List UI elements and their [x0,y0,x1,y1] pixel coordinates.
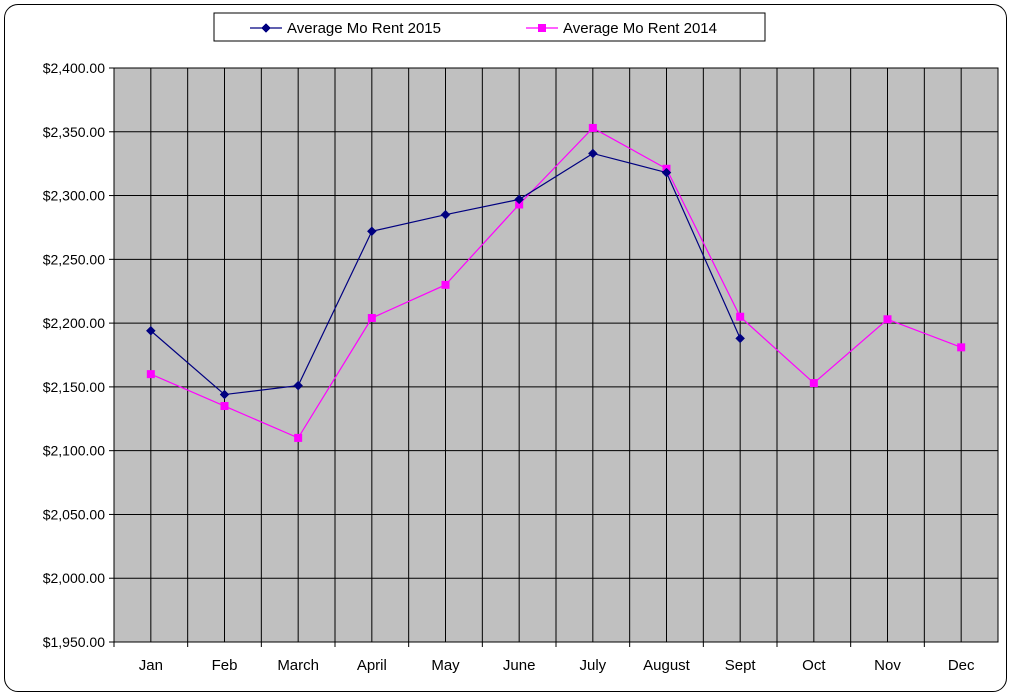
y-tick-label: $2,000.00 [43,570,105,586]
y-tick-label: $2,400.00 [43,60,105,76]
legend-label: Average Mo Rent 2015 [287,20,441,37]
x-tick-label: Dec [948,657,975,674]
x-axis: Jan Feb March April May June July August Sept Oct… [113,642,975,674]
data-point [735,333,746,344]
data-point [957,343,966,352]
y-tick-label: $2,100.00 [43,443,105,459]
x-tick-label: Feb [212,657,238,674]
data-point [883,315,892,324]
data-point [293,380,304,391]
series-average-mo-rent-2015 [145,148,746,400]
data-point [441,280,450,289]
x-tick-label: Sept [725,657,757,674]
y-tick-label: $1,950.00 [43,634,105,650]
data-point [145,325,156,336]
y-tick-label: $2,250.00 [43,251,105,267]
series-average-mo-rent-2014 [146,123,966,442]
legend: Average Mo Rent 2015 Average Mo Rent 2014 [213,12,766,42]
legend-box [213,12,766,42]
x-tick-label: May [431,657,460,674]
y-tick-label: $2,200.00 [43,315,105,331]
legend-label: Average Mo Rent 2014 [563,20,717,37]
legend-entry: Average Mo Rent 2015 [250,20,441,37]
data-point [514,194,525,205]
square-marker-icon [538,24,546,32]
data-point [587,148,598,159]
legend-items: Average Mo Rent 2015 Average Mo Rent 2014 [250,20,717,37]
y-tick-label: $2,350.00 [43,124,105,140]
data-point [146,370,155,379]
series-line [150,127,962,439]
data-point [736,312,745,321]
x-tick-label: August [643,657,691,674]
x-tick-label: Oct [802,657,826,674]
y-tick-label: $2,050.00 [43,506,105,522]
data-point [515,200,524,209]
x-tick-label: March [277,657,319,674]
series-group [145,123,966,442]
x-tick-label: April [357,657,387,674]
data-point [219,389,230,400]
y-tick-label: $2,150.00 [43,379,105,395]
data-point [588,123,597,132]
x-tick-label: July [579,657,606,674]
y-tick-label: $2,300.00 [43,188,105,204]
x-tick-label: June [503,657,536,674]
data-point [366,226,377,237]
data-point [661,167,672,178]
legend-entry: Average Mo Rent 2014 [526,20,717,37]
data-point [220,402,229,411]
gridlines [114,67,998,643]
x-tick-label: Jan [139,657,163,674]
data-point [294,433,303,442]
y-axis: $2,400.00 $2,350.00 $2,300.00 $2,250.00 $2,2… [43,60,114,650]
data-point [367,314,376,323]
data-point [809,379,818,388]
x-tick-label: Nov [874,657,901,674]
data-point [440,209,451,220]
diamond-marker-icon [261,23,271,33]
